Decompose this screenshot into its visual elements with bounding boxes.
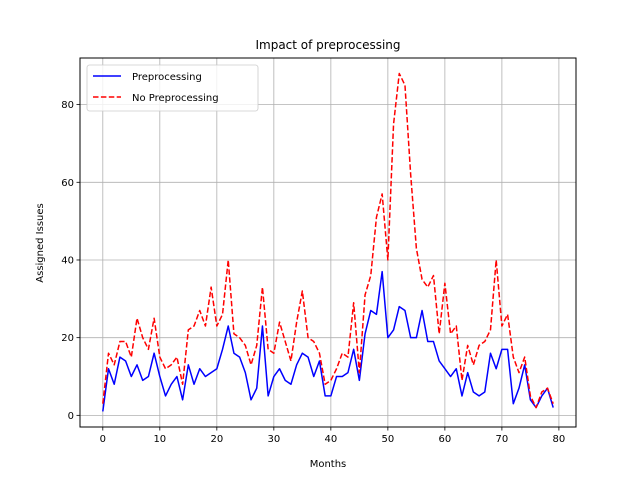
series-line-no-preprocessing [102,72,554,409]
grid [80,58,576,427]
chart-title: Impact of preprocessing [255,38,400,52]
x-tick-label: 50 [381,434,394,445]
legend-box [86,64,259,112]
plot-frame [79,57,577,428]
y-tick-label: 80 [61,100,74,111]
y-tick-label: 0 [68,411,74,422]
y-tick-label: 60 [61,178,74,189]
x-tick-label: 0 [100,434,106,445]
legend: Preprocessing No Preprocessing [86,64,259,112]
legend-label: Preprocessing [132,72,202,83]
y-tick-label: 40 [61,255,74,266]
ticks: 0 10 20 30 40 50 60 70 80 0 20 40 60 80 [61,100,565,445]
legend-label: No Preprocessing [132,93,219,104]
series-group [102,72,554,412]
x-axis-title: Months [310,459,347,470]
x-tick-label: 60 [439,434,452,445]
x-tick-label: 40 [324,434,337,445]
x-tick-label: 20 [210,434,223,445]
y-tick-label: 20 [61,333,74,344]
x-tick-label: 80 [553,434,566,445]
x-tick-label: 10 [153,434,166,445]
x-tick-label: 30 [267,434,280,445]
y-axis-title: Assigned Issues [35,203,46,282]
series-line-preprocessing [102,270,554,412]
x-tick-label: 70 [496,434,509,445]
